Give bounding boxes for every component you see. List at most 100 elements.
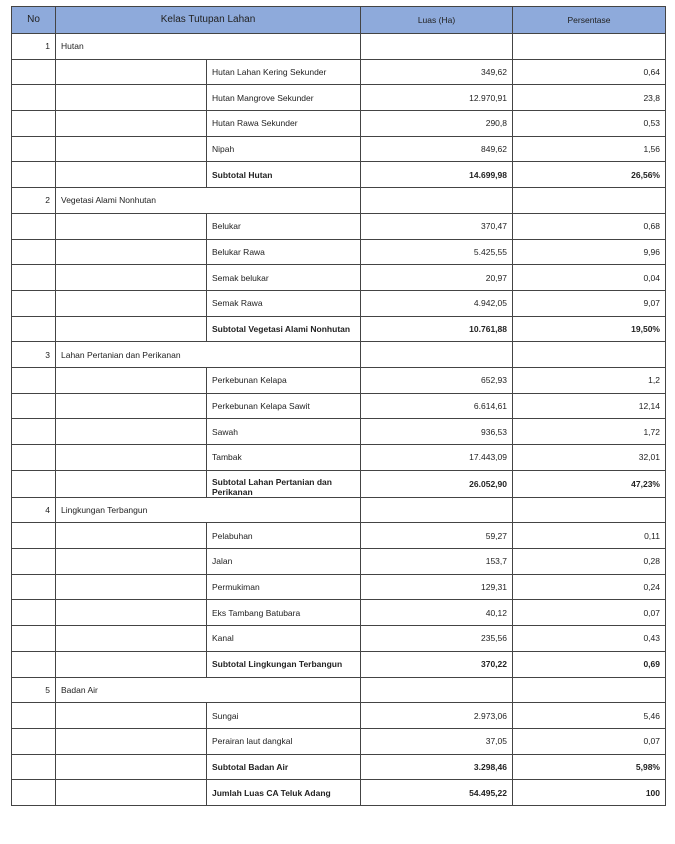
persentase-value: 0,11 (512, 522, 666, 550)
luas-value: 370,47 (360, 212, 513, 240)
table-row: Hutan Rawa Sekunder 290,8 0,53 (11, 110, 666, 137)
subtotal-name: Subtotal Vegetasi Alami Nonhutan (206, 315, 361, 343)
empty-cell (55, 650, 207, 678)
row-number (11, 548, 56, 575)
empty-cell (55, 110, 207, 137)
persentase-value: 5,46 (512, 702, 666, 729)
table-row: Sungai 2.973,06 5,46 (11, 702, 666, 729)
persentase-value: 1,2 (512, 366, 666, 394)
persentase-value: 1,72 (512, 418, 666, 445)
luas-value: 652,93 (360, 366, 513, 394)
persentase-value: 0,53 (512, 110, 666, 137)
luas-cell (360, 341, 513, 368)
category-row: 4 Lingkungan Terbangun (11, 496, 666, 524)
subtotal-name: Subtotal Lahan Pertanian dan Perikanan (206, 469, 361, 498)
table-row: Perairan laut dangkal 37,05 0,07 (11, 727, 666, 755)
empty-cell (55, 58, 207, 86)
persentase-value: 0,28 (512, 548, 666, 575)
empty-cell (55, 289, 207, 317)
empty-cell (55, 779, 207, 806)
luas-value: 235,56 (360, 625, 513, 652)
empty-cell (55, 444, 207, 471)
land-cover-name: Perkebunan Kelapa (206, 366, 361, 394)
empty-cell (55, 702, 207, 729)
empty-cell (55, 392, 207, 420)
luas-value: 5.425,55 (360, 238, 513, 266)
luas-cell (360, 33, 513, 60)
subtotal-name: Subtotal Hutan (206, 161, 361, 189)
land-cover-name: Sawah (206, 418, 361, 445)
subtotal-row: Subtotal Vegetasi Alami Nonhutan 10.761,8… (11, 315, 666, 343)
land-cover-name: Jalan (206, 548, 361, 575)
table-row: Semak belukar 20,97 0,04 (11, 264, 666, 291)
empty-cell (55, 625, 207, 652)
header-kelas: Kelas Tutupan Lahan (55, 6, 361, 34)
row-number (11, 58, 56, 86)
persentase-value: 23,8 (512, 84, 666, 112)
row-number (11, 418, 56, 445)
subtotal-row: Subtotal Lingkungan Terbangun 370,22 0,69 (11, 650, 666, 678)
empty-cell (55, 469, 207, 498)
row-number (11, 573, 56, 601)
category-row: 1 Hutan (11, 33, 666, 60)
land-cover-name: Semak Rawa (206, 289, 361, 317)
land-cover-name: Hutan Lahan Kering Sekunder (206, 58, 361, 86)
row-number (11, 599, 56, 627)
empty-cell (55, 238, 207, 266)
land-cover-name: Pelabuhan (206, 522, 361, 550)
table-row: Semak Rawa 4.942,05 9,07 (11, 289, 666, 317)
row-number (11, 264, 56, 291)
table-row: Eks Tambang Batubara 40,12 0,07 (11, 599, 666, 627)
row-number: 5 (11, 676, 56, 704)
persentase-value: 0,07 (512, 727, 666, 755)
subtotal-name: Subtotal Lingkungan Terbangun (206, 650, 361, 678)
luas-value: 37,05 (360, 727, 513, 755)
table-row: Sawah 936,53 1,72 (11, 418, 666, 445)
persentase-value: 19,50% (512, 315, 666, 343)
land-cover-name: Nipah (206, 135, 361, 163)
land-cover-name: Belukar (206, 212, 361, 240)
luas-value: 849,62 (360, 135, 513, 163)
land-cover-name: Perkebunan Kelapa Sawit (206, 392, 361, 420)
persentase-value: 1,56 (512, 135, 666, 163)
luas-value: 290,8 (360, 110, 513, 137)
empty-cell (55, 161, 207, 189)
land-cover-name: Eks Tambang Batubara (206, 599, 361, 627)
persentase-value: 32,01 (512, 444, 666, 471)
category-name: Lahan Pertanian dan Perikanan (55, 341, 361, 368)
land-cover-name: Belukar Rawa (206, 238, 361, 266)
table-row: Belukar 370,47 0,68 (11, 212, 666, 240)
persentase-value: 100 (512, 779, 666, 806)
table-row: Perkebunan Kelapa 652,93 1,2 (11, 366, 666, 394)
persentase-value: 0,24 (512, 573, 666, 601)
luas-value: 153,7 (360, 548, 513, 575)
empty-cell (55, 522, 207, 550)
row-number: 2 (11, 187, 56, 214)
luas-value: 370,22 (360, 650, 513, 678)
row-number (11, 110, 56, 137)
persentase-value: 9,96 (512, 238, 666, 266)
persentase-value: 9,07 (512, 289, 666, 317)
empty-cell (55, 264, 207, 291)
persentase-value: 26,56% (512, 161, 666, 189)
row-number (11, 727, 56, 755)
row-number (11, 84, 56, 112)
row-number (11, 289, 56, 317)
table-row: Nipah 849,62 1,56 (11, 135, 666, 163)
category-row: 2 Vegetasi Alami Nonhutan (11, 187, 666, 214)
persentase-cell (512, 187, 666, 214)
empty-cell (55, 84, 207, 112)
persentase-value: 12,14 (512, 392, 666, 420)
persentase-value: 47,23% (512, 469, 666, 498)
luas-value: 10.761,88 (360, 315, 513, 343)
header-row: No Kelas Tutupan Lahan Luas (Ha) Persent… (11, 6, 666, 34)
table-row: Tambak 17.443,09 32,01 (11, 444, 666, 471)
luas-value: 129,31 (360, 573, 513, 601)
persentase-value: 0,69 (512, 650, 666, 678)
row-number (11, 625, 56, 652)
land-cover-name: Tambak (206, 444, 361, 471)
table-row: Hutan Lahan Kering Sekunder 349,62 0,64 (11, 58, 666, 86)
land-cover-name: Hutan Mangrove Sekunder (206, 84, 361, 112)
subtotal-row: Subtotal Lahan Pertanian dan Perikanan 26… (11, 469, 666, 498)
persentase-cell (512, 341, 666, 368)
